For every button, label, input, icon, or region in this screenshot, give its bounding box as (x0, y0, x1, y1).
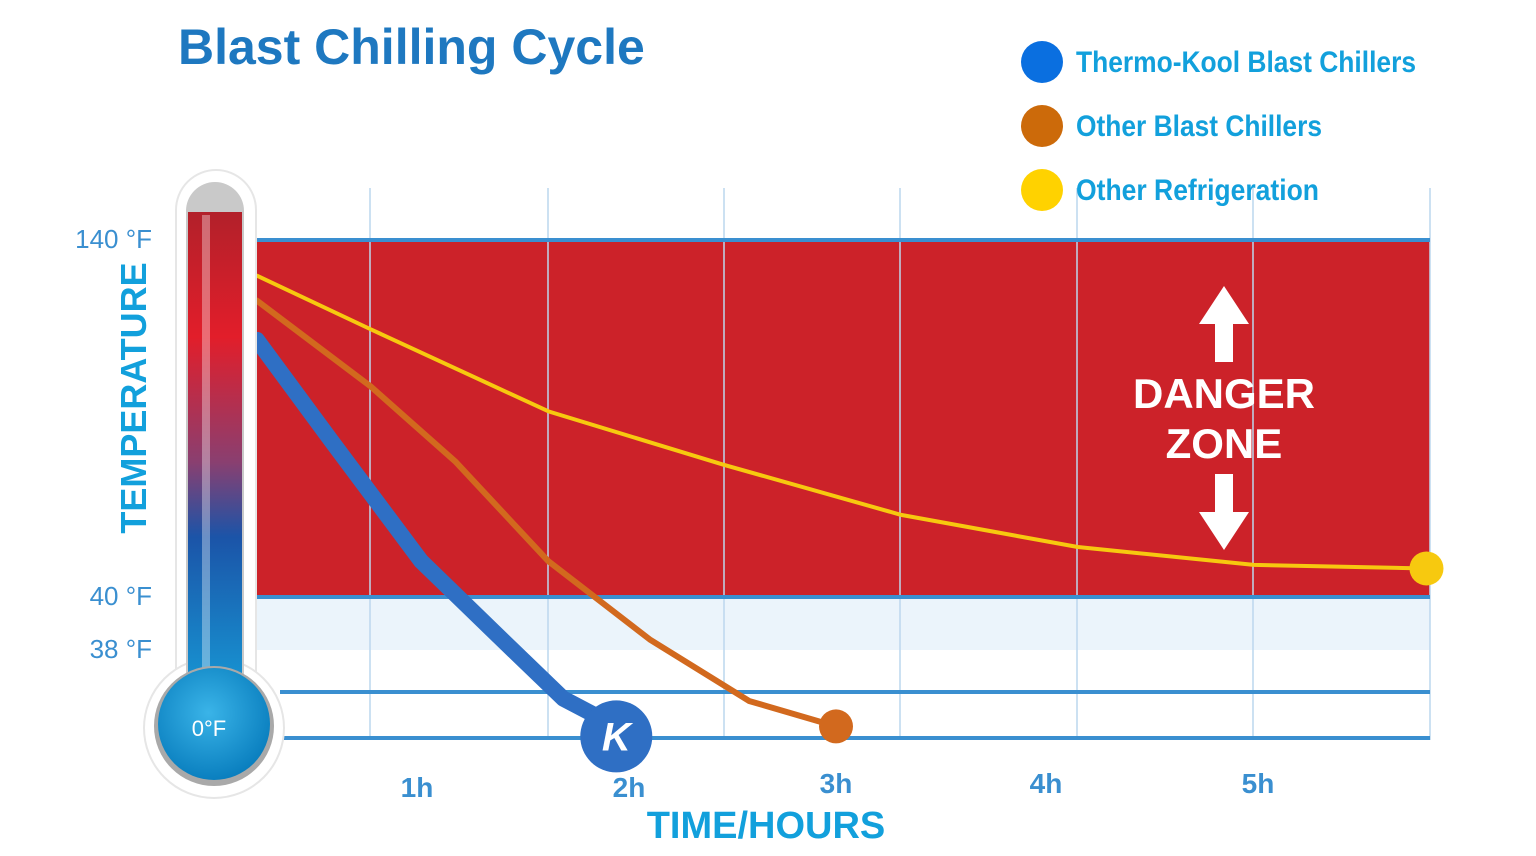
safe-band (257, 597, 1430, 650)
x-tick-label: 4h (1030, 768, 1063, 799)
series-line-0 (249, 331, 625, 735)
x-tick-label: 1h (401, 772, 434, 803)
x-tick-label: 5h (1242, 768, 1275, 799)
danger-zone (257, 240, 1430, 597)
legend-swatch (1021, 41, 1063, 83)
x-tick-label: 3h (820, 768, 853, 799)
thermo-kool-marker (580, 700, 653, 773)
series-line-2 (255, 273, 1429, 571)
legend-swatch (1021, 169, 1063, 211)
thermometer-label: 0°F (192, 716, 226, 741)
series-end-point (1409, 551, 1444, 586)
arrow-up-icon (1199, 286, 1249, 362)
danger-label-1: DANGER (1133, 370, 1315, 417)
legend: Thermo-Kool Blast Chillers Other Blast Ch… (1021, 41, 1416, 211)
y-tick-label: 40 °F (90, 581, 152, 611)
x-tick-label: 2h (613, 772, 646, 803)
legend-swatch (1021, 105, 1063, 147)
thermometer (143, 169, 285, 799)
series-end-point (819, 709, 853, 744)
y-tick-label: 140 °F (75, 224, 152, 254)
danger-label-2: ZONE (1166, 420, 1283, 467)
x-axis-label: TIME/HOURS (647, 805, 886, 847)
chart-title: Blast Chilling Cycle (178, 19, 645, 75)
danger-zone-label: DANGER ZONE (1133, 286, 1315, 550)
arrow-down-icon (1199, 474, 1249, 550)
y-tick-label: 38 °F (90, 634, 152, 664)
legend-label: Other Blast Chillers (1076, 110, 1322, 143)
legend-label: Thermo-Kool Blast Chillers (1076, 46, 1416, 79)
legend-label: Other Refrigeration (1076, 174, 1319, 207)
thermo-kool-logo: K (602, 715, 634, 759)
y-axis-label: TEMPERATURE (113, 262, 154, 533)
series-line-1 (254, 297, 839, 730)
